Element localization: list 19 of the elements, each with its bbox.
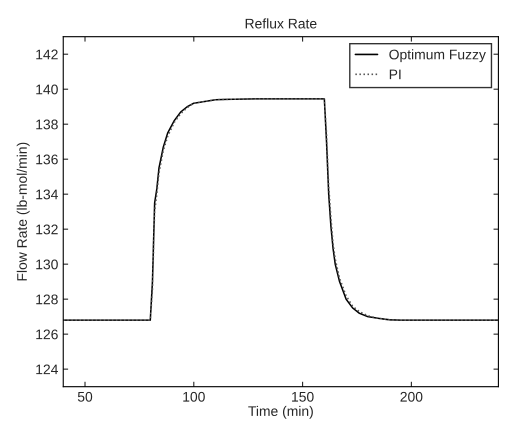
x-tick-label: 200	[400, 392, 422, 402]
y-tick-label: 132	[36, 224, 58, 234]
y-tick-label: 140	[36, 84, 58, 94]
y-tick-label: 128	[36, 294, 58, 304]
y-tick-label: 130	[36, 260, 58, 270]
y-tick-label: 138	[36, 120, 58, 130]
x-tick-label: 50	[78, 392, 92, 402]
y-tick-label: 124	[36, 364, 58, 374]
y-tick-label: 134	[36, 190, 58, 200]
legend-label: Optimum Fuzzy	[389, 49, 486, 62]
y-tick-label: 126	[36, 329, 58, 340]
y-axis-title: Flow Rate (lb-mol/min)	[16, 142, 30, 280]
legend-label: PI	[390, 70, 401, 80]
chart-title: Reflux Rate	[246, 18, 316, 29]
x-axis-title: Time (min)	[248, 406, 313, 419]
y-tick-label: 142	[36, 50, 58, 60]
x-tick-label: 100	[183, 392, 205, 402]
x-tick-label: 150	[292, 392, 314, 402]
y-tick-label: 136	[36, 154, 58, 164]
